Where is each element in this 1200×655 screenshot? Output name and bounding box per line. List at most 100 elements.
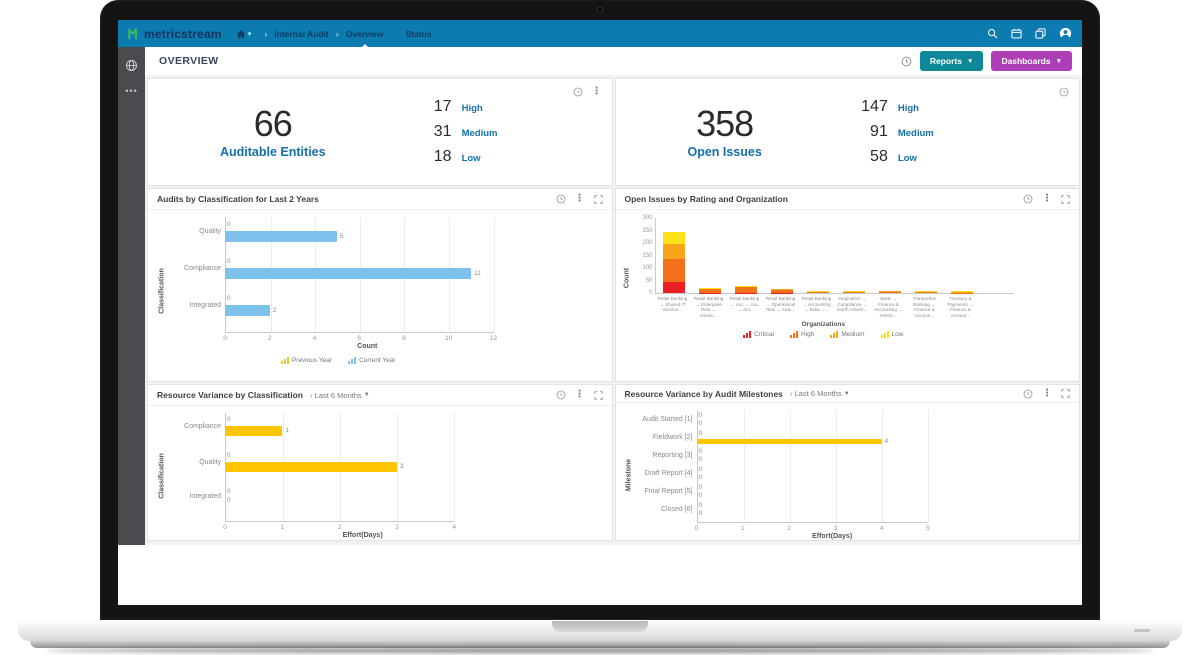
- bar-segment[interactable]: [806, 292, 829, 293]
- bar-segment[interactable]: [914, 292, 937, 293]
- stacked-bar[interactable]: [662, 232, 685, 293]
- tags-icon[interactable]: [1035, 28, 1046, 39]
- legend-item[interactable]: Low: [880, 330, 903, 338]
- calendar-icon[interactable]: [1011, 28, 1022, 39]
- bar-segment[interactable]: [698, 288, 721, 290]
- bar-segment[interactable]: [734, 286, 757, 288]
- bar-segment[interactable]: [914, 291, 937, 293]
- bar[interactable]: [696, 439, 882, 444]
- hbar-chart: Classification Quality 0 5 Compliance 0 11 Inte…: [148, 210, 510, 364]
- bar-value-label: 0: [227, 452, 231, 459]
- stacked-bar[interactable]: [878, 290, 901, 293]
- kebab-menu-icon[interactable]: ⋮: [591, 86, 602, 97]
- expand-icon[interactable]: [593, 194, 603, 204]
- bar-segment[interactable]: [662, 281, 685, 293]
- stat-label[interactable]: Medium: [461, 128, 498, 139]
- bar-segment[interactable]: [734, 285, 757, 287]
- breadcrumb-overview[interactable]: Overview: [346, 29, 384, 49]
- bar-segment[interactable]: [734, 292, 757, 293]
- bar[interactable]: [225, 425, 283, 436]
- stat-label[interactable]: High: [461, 103, 483, 114]
- kpi-label[interactable]: Auditable Entities: [220, 144, 326, 159]
- clock-icon[interactable]: [556, 390, 566, 400]
- legend-item[interactable]: Critical: [743, 330, 774, 338]
- tab-status[interactable]: Status: [405, 28, 432, 39]
- bar-segment[interactable]: [698, 289, 721, 293]
- bar-segment[interactable]: [662, 232, 685, 244]
- page-header-actions: Reports ▼ Dashboards ▼: [901, 51, 1072, 71]
- bar-segment[interactable]: [698, 292, 721, 293]
- time-filter-dropdown[interactable]: › Last 6 Months ▼: [310, 391, 370, 400]
- bar-segment[interactable]: [806, 291, 829, 292]
- profile-icon[interactable]: [1059, 27, 1072, 40]
- stacked-bar[interactable]: [914, 290, 937, 293]
- stacked-bar[interactable]: [806, 291, 829, 293]
- bar[interactable]: [225, 461, 397, 472]
- clock-icon[interactable]: [556, 194, 566, 204]
- expand-icon[interactable]: [593, 390, 603, 400]
- search-icon[interactable]: [987, 28, 998, 39]
- stat-label[interactable]: High: [897, 103, 919, 114]
- bar-segment[interactable]: [662, 258, 685, 282]
- bar-segment[interactable]: [950, 292, 973, 293]
- expand-icon[interactable]: [1061, 194, 1070, 204]
- bar[interactable]: [225, 230, 337, 242]
- legend-item[interactable]: High: [790, 330, 814, 338]
- bar-segment[interactable]: [806, 291, 829, 292]
- kebab-menu-icon[interactable]: ⋮: [1042, 193, 1052, 204]
- kebab-menu-icon[interactable]: ⋮: [574, 389, 585, 400]
- bar-segment[interactable]: [950, 292, 973, 293]
- clock-icon[interactable]: [1023, 389, 1033, 399]
- clock-icon[interactable]: [573, 87, 583, 97]
- x-tick-label: 2: [787, 525, 791, 532]
- bar-segment[interactable]: [770, 289, 793, 291]
- bar-segment[interactable]: [878, 292, 901, 293]
- dashboards-button[interactable]: Dashboards ▼: [991, 51, 1072, 71]
- stat-label[interactable]: Low: [897, 153, 917, 164]
- bar-segment[interactable]: [950, 290, 973, 292]
- kpi-label[interactable]: Open Issues: [687, 144, 762, 159]
- bar-segment[interactable]: [842, 292, 865, 293]
- globe-icon[interactable]: [125, 59, 138, 72]
- reports-button[interactable]: Reports ▼: [919, 51, 984, 71]
- clock-icon[interactable]: [1059, 87, 1069, 97]
- stacked-bar[interactable]: [950, 290, 973, 293]
- laptop-base-slot: [1134, 629, 1150, 632]
- stat-label[interactable]: Medium: [897, 128, 934, 139]
- bar-segment[interactable]: [734, 287, 757, 293]
- time-filter-dropdown[interactable]: › Last 6 Months ▼: [790, 389, 850, 398]
- bar-row: 5: [225, 229, 494, 243]
- stat-label[interactable]: Low: [461, 153, 481, 164]
- breadcrumb-internal-audit[interactable]: Internal Audit: [274, 28, 329, 39]
- bar[interactable]: [225, 304, 270, 316]
- stacked-bar[interactable]: [698, 287, 721, 293]
- bar-segment[interactable]: [698, 287, 721, 289]
- clock-icon[interactable]: [1023, 194, 1033, 204]
- bar-segment[interactable]: [842, 291, 865, 292]
- more-dots-icon[interactable]: •••: [125, 86, 138, 96]
- legend-item[interactable]: Current Year: [348, 357, 396, 364]
- legend-item[interactable]: Previous Year: [280, 357, 332, 364]
- home-caret-icon[interactable]: ▾: [247, 30, 252, 38]
- refresh-clock-icon[interactable]: [901, 56, 912, 67]
- category-row: Quality 0 3: [167, 451, 500, 473]
- bar-row: 0: [697, 484, 928, 492]
- bar-segment[interactable]: [770, 288, 793, 290]
- bar-segment[interactable]: [878, 291, 901, 292]
- bar-segment[interactable]: [878, 290, 901, 292]
- kebab-menu-icon[interactable]: ⋮: [1042, 387, 1052, 399]
- bar-segment[interactable]: [914, 290, 937, 292]
- stacked-bar[interactable]: [734, 285, 757, 293]
- bar-segment[interactable]: [770, 290, 793, 293]
- bar[interactable]: [225, 267, 472, 279]
- expand-icon[interactable]: [1061, 389, 1070, 398]
- frame-body: ••• OVERVIEW Reports ▼ D: [118, 47, 1082, 545]
- legend-item[interactable]: Medium: [830, 330, 865, 338]
- kebab-menu-icon[interactable]: ⋮: [574, 193, 585, 204]
- home-icon[interactable]: ▾: [236, 29, 252, 39]
- bar-segment[interactable]: [662, 243, 685, 259]
- bar-row: 0: [697, 502, 928, 510]
- stacked-bar[interactable]: [770, 288, 793, 293]
- bar-segment[interactable]: [842, 290, 865, 292]
- stacked-bar[interactable]: [842, 290, 865, 293]
